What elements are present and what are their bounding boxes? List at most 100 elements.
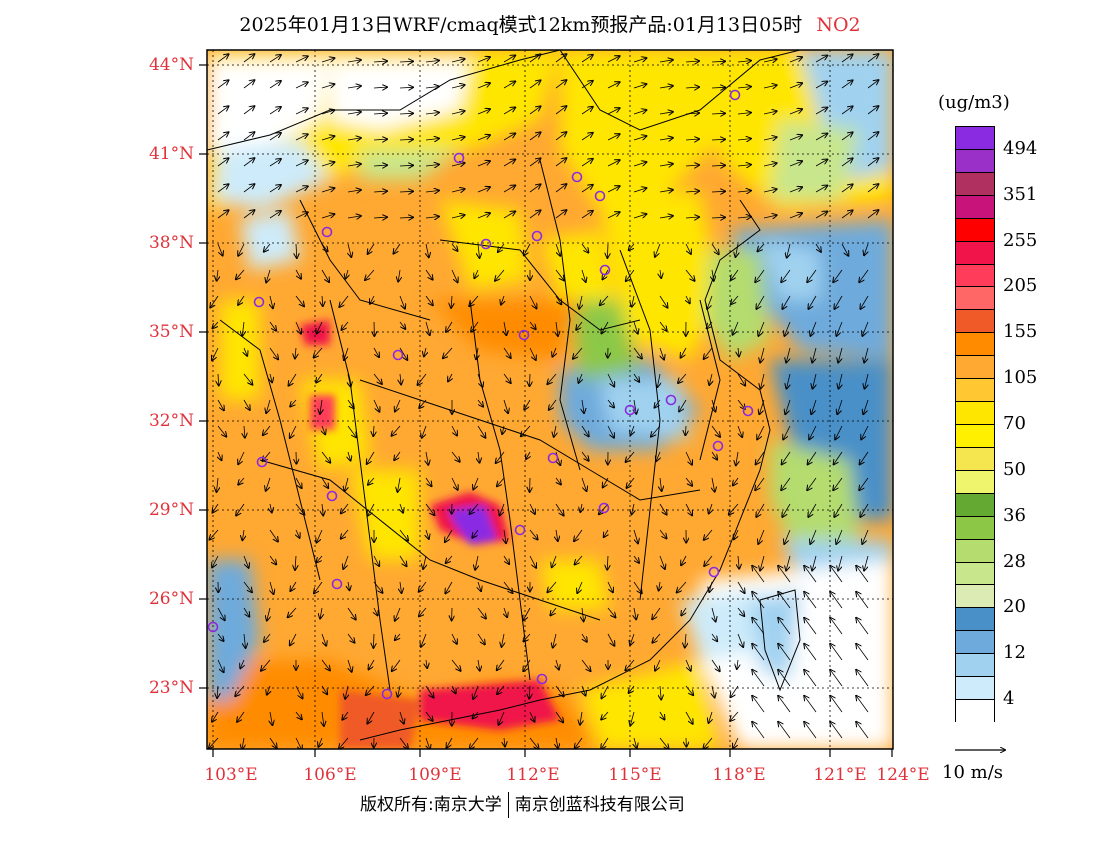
wind-arrow (321, 659, 330, 670)
wind-arrow (295, 56, 308, 63)
wind-arrow (529, 54, 541, 63)
graticule (207, 50, 893, 749)
wind-arrow (529, 210, 541, 219)
wind-arrow (373, 555, 379, 566)
wind-arrow (655, 659, 661, 671)
wind-arrow (856, 618, 869, 635)
wind-arrow (712, 269, 714, 281)
wind-arrow (830, 592, 843, 609)
wind-arrow (709, 581, 712, 592)
station-marker (624, 404, 636, 416)
color-bar-label: 36 (1003, 504, 1026, 526)
wind-arrow (633, 136, 646, 140)
wind-arrow (242, 737, 244, 749)
wind-arrow (656, 451, 660, 461)
wind-arrow (833, 269, 843, 282)
credit-separator (507, 792, 509, 818)
wind-arrow (314, 347, 323, 358)
wind-arrow (685, 503, 692, 515)
wind-arrow (634, 399, 636, 414)
color-bar-swatch (956, 470, 994, 494)
wind-arrow (451, 163, 465, 166)
lon-label-121: 121°E (813, 765, 867, 785)
wind-arrow (503, 81, 515, 89)
station-marker (392, 349, 404, 361)
wind-arrow (348, 451, 351, 461)
wind-arrow (342, 711, 349, 720)
wind-arrow (423, 555, 426, 569)
wind-arrow (451, 451, 460, 462)
wind-arrow (659, 86, 673, 88)
wind-arrow (709, 711, 713, 723)
wind-arrow (503, 581, 513, 593)
wind-arrow (652, 633, 661, 643)
wind-arrow (763, 111, 777, 114)
wind-arrow (838, 555, 843, 571)
wind-arrow (731, 685, 739, 697)
wind-arrow (447, 737, 453, 748)
station-marker (729, 89, 741, 101)
wind-arrow (737, 139, 751, 140)
wind-arrow (756, 295, 765, 309)
wind-arrow (657, 373, 660, 387)
wind-vectors (209, 54, 879, 749)
wind-arrow (867, 132, 878, 141)
wind-arrow (782, 451, 791, 464)
wind-arrow (321, 84, 334, 88)
wind-arrow (733, 477, 739, 485)
wind-arrow (756, 503, 765, 517)
wind-arrow (737, 581, 745, 593)
wind-arrow (425, 139, 439, 141)
wind-arrow (264, 243, 271, 252)
wind-arrow (763, 215, 777, 218)
wind-arrow (755, 269, 765, 282)
wind-arrow (862, 321, 869, 336)
wind-arrow (290, 399, 297, 407)
wind-arrow (659, 737, 669, 749)
wind-arrow (451, 295, 452, 308)
wind-arrow (347, 112, 361, 114)
wind-arrow (392, 659, 401, 671)
wind-arrow (601, 321, 609, 333)
wind-arrow (529, 321, 536, 329)
wind-arrow (322, 425, 325, 434)
wind-arrow (451, 633, 457, 644)
wind-arrow (399, 87, 413, 88)
wind-arrow (738, 425, 742, 437)
wind-arrow (607, 399, 614, 408)
wind-arrow (295, 295, 304, 306)
wind-arrow (295, 321, 301, 334)
wind-arrow (737, 87, 751, 88)
wind-arrow (660, 477, 662, 491)
wind-arrow (755, 477, 765, 490)
wind-arrow (815, 243, 821, 252)
wind-arrow (681, 607, 686, 615)
wind-arrow (685, 425, 686, 435)
wind-arrow (317, 321, 323, 334)
wind-arrow (804, 644, 817, 661)
wind-reference-label: 10 m/s (942, 762, 1003, 783)
wind-arrow (341, 529, 349, 539)
wind-arrow (270, 581, 274, 594)
wind-arrow (314, 581, 323, 593)
wind-arrow (426, 451, 428, 465)
color-bar-label: 255 (1003, 229, 1038, 251)
wind-arrow (685, 61, 699, 62)
wind-arrow (607, 108, 620, 115)
wind-arrow (498, 243, 505, 252)
wind-arrow (373, 139, 387, 140)
wind-arrow (496, 451, 505, 463)
wind-arrow (526, 451, 530, 459)
wind-arrow (856, 566, 869, 583)
wind-arrow (270, 503, 272, 513)
wind-arrow (529, 132, 541, 141)
wind-arrow (582, 685, 586, 696)
wind-arrow (373, 347, 379, 357)
wind-arrow (503, 107, 515, 115)
wind-arrow (778, 722, 791, 739)
axis-ticks (199, 64, 893, 757)
wind-arrow (217, 54, 229, 63)
wind-arrow (555, 106, 566, 115)
wind-arrow (607, 581, 613, 592)
wind-arrow (633, 373, 639, 382)
